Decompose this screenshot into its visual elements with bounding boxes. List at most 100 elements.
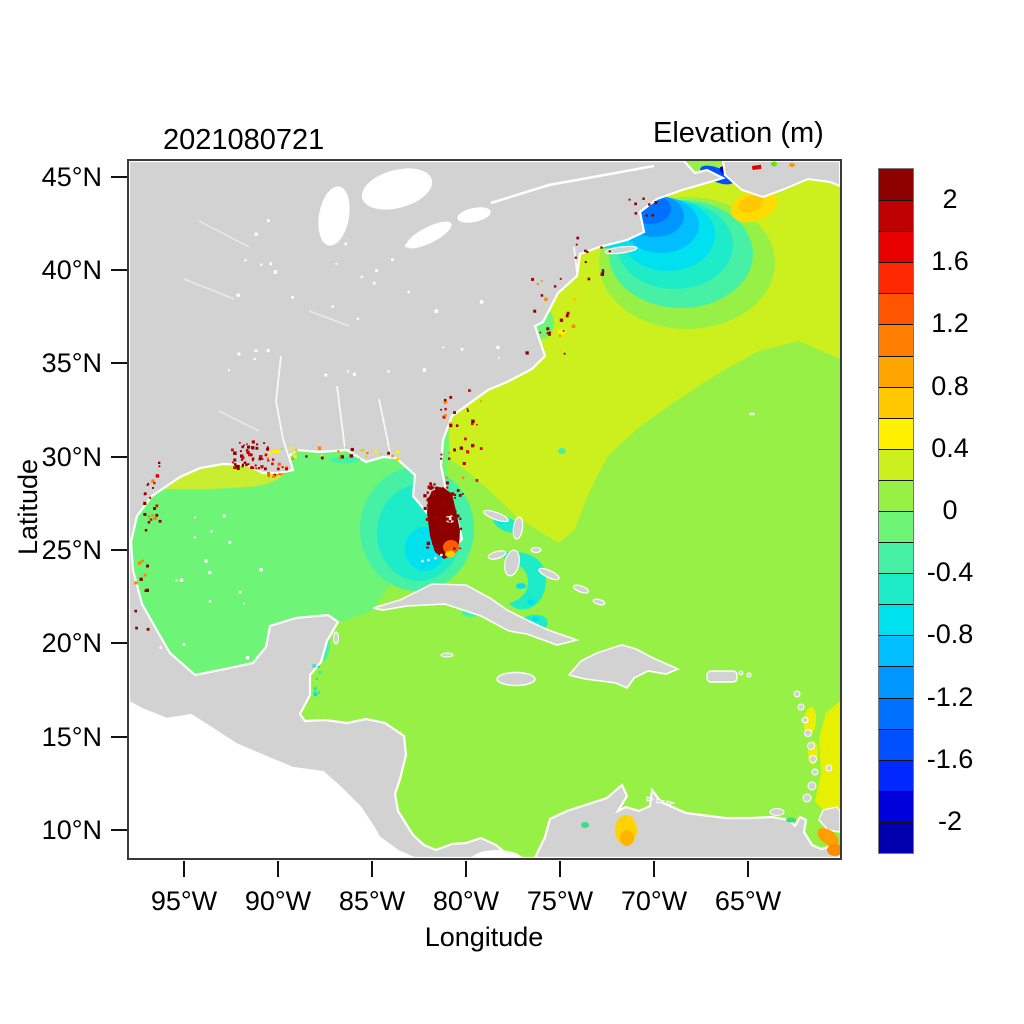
- colorbar-segment: [879, 604, 913, 636]
- map-plot-area: [127, 159, 842, 860]
- land-antilles-8: [807, 781, 817, 791]
- lake-huron: [361, 168, 433, 210]
- land-antilles-9: [802, 793, 812, 803]
- river-lines: [275, 246, 578, 462]
- land-andros: [504, 549, 520, 577]
- colorbar-segment: [879, 355, 913, 387]
- y-tick-label: 30°N: [41, 442, 102, 472]
- land-bahamas-2: [512, 516, 524, 540]
- colorbar-segment: [879, 262, 913, 294]
- lake-ontario: [457, 207, 491, 223]
- river-st-lawrence: [490, 164, 655, 205]
- colorbar: [878, 168, 914, 854]
- land-jamaica: [496, 671, 536, 687]
- colorbar-tick-label: -2: [937, 805, 962, 836]
- colorbar-segment: [879, 479, 913, 511]
- land-long-island-ny: [604, 245, 638, 255]
- x-tick-label: 95°W: [150, 886, 218, 916]
- colorbar-segment: [879, 666, 913, 698]
- flecks-land-white-2: [159, 514, 263, 660]
- water-ns-orange-dot: [789, 163, 795, 167]
- land-florida-keys: [421, 553, 443, 563]
- colorbar-tick-label: -0.8: [926, 619, 974, 650]
- x-tick-label: 70°W: [620, 886, 688, 916]
- land-virgin-islands-1: [738, 670, 744, 676]
- land-hispaniola: [567, 644, 681, 690]
- speckles-gulf-coast: [269, 446, 400, 461]
- colorbar-segment: [879, 169, 913, 201]
- colorbar-tick-label: 1.2: [931, 308, 969, 339]
- colorbar-tick-label: 2: [942, 184, 958, 215]
- y-tick: [111, 736, 127, 738]
- y-tick-label: 35°N: [41, 348, 102, 378]
- colorbar-segment: [879, 231, 913, 263]
- colorbar-segment: [879, 697, 913, 729]
- water-long-island-sound: [598, 241, 634, 249]
- y-tick: [111, 642, 127, 644]
- colorbar-segment: [879, 200, 913, 232]
- speckles-belize-cyan: [312, 664, 322, 697]
- land-cayman: [440, 652, 454, 658]
- water-orinoco-orange: [827, 844, 840, 856]
- speckles-mississippi-delta: [231, 440, 270, 471]
- water-nova-scotia-amber: [738, 195, 764, 213]
- y-tick-label: 25°N: [41, 535, 102, 565]
- elevation-map: [129, 161, 840, 858]
- y-tick-label: 45°N: [41, 162, 102, 192]
- colorbar-segment: [879, 821, 913, 853]
- date-label: 2021080721: [163, 124, 325, 156]
- water-bahama-cyan-2: [527, 599, 535, 605]
- colorbar-segment: [879, 386, 913, 418]
- land-antilles-2: [797, 703, 805, 711]
- land-bermuda: [749, 412, 755, 416]
- water-bahama-cyan-1: [516, 583, 526, 589]
- colorbar-segment: [879, 573, 913, 605]
- x-tick-label: 75°W: [526, 886, 594, 916]
- water-antilles-yellow-1: [803, 707, 817, 735]
- y-tick: [111, 362, 127, 364]
- flood-florida-amber: [445, 550, 455, 558]
- land-eleuthera: [530, 546, 542, 554]
- land-nova-scotia-newfoundland: [721, 161, 840, 199]
- lake-erie: [406, 221, 452, 249]
- y-tick: [111, 269, 127, 271]
- water-south-cuba-cyan: [532, 616, 540, 622]
- colorbar-segment: [879, 759, 913, 791]
- land-squiggles: [183, 220, 350, 432]
- flecks-land-white-1: [228, 219, 500, 377]
- speckles-maine: [628, 197, 658, 217]
- land-antilles-3: [801, 716, 809, 724]
- colorbar-segment: [879, 324, 913, 356]
- colorbar-segment: [879, 728, 913, 760]
- flood-florida-orange: [443, 540, 459, 554]
- land-bahamas-4: [538, 567, 560, 581]
- nodata-pacific: [129, 702, 414, 858]
- land-trinidad: [818, 806, 840, 833]
- y-tick-label: 20°N: [41, 628, 102, 658]
- x-tick: [747, 861, 749, 877]
- colorbar-segment: [879, 790, 913, 822]
- x-tick: [183, 861, 185, 877]
- y-tick-label: 40°N: [41, 255, 102, 285]
- water-mississippi-sound: [330, 456, 360, 464]
- colorbar-tick-label: 0.8: [931, 370, 969, 401]
- speckles-texas-coast: [143, 461, 162, 532]
- colorbar-segment: [879, 635, 913, 667]
- land-barbados: [825, 764, 833, 772]
- water-green-speck-cariaco: [786, 817, 796, 823]
- colorbar-segment: [879, 417, 913, 449]
- y-tick: [111, 549, 127, 551]
- land-antilles-5: [807, 742, 815, 750]
- y-tick-label: 15°N: [41, 722, 102, 752]
- speckles-mexico-coast: [134, 559, 150, 631]
- colorbar-tick-label: 1.6: [931, 246, 969, 277]
- land-puerto-rico: [706, 670, 738, 683]
- x-tick-label: 85°W: [338, 886, 406, 916]
- x-tick: [277, 861, 279, 877]
- colorbar-tick-label: 0.4: [931, 432, 969, 463]
- land-aruba-curacao-bonaire: [646, 796, 676, 806]
- flood-minas-red-speck: [752, 164, 762, 170]
- speckles-georgia-carolina: [440, 389, 483, 489]
- land-margarita: [769, 808, 785, 816]
- land-virgin-islands-2: [746, 672, 752, 678]
